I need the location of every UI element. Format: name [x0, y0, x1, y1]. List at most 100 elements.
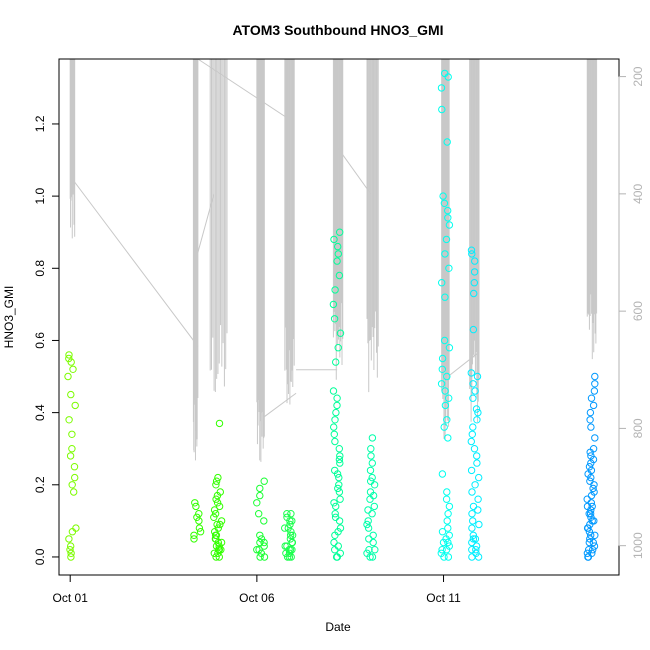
x-tick-label: Oct 06 — [239, 591, 275, 605]
data-point — [470, 268, 479, 276]
data-point — [473, 416, 481, 424]
y-tick-label: 1.0 — [33, 187, 47, 204]
data-point — [288, 538, 296, 547]
data-point — [72, 524, 80, 532]
data-point — [586, 477, 594, 485]
data-point — [368, 459, 376, 467]
pressure-transit-line — [264, 392, 297, 418]
data-point — [591, 372, 599, 381]
right-tick-label: 200 — [631, 66, 645, 86]
data-point — [281, 524, 289, 532]
data-point — [472, 405, 481, 413]
data-point — [253, 499, 261, 507]
data-point — [591, 531, 599, 539]
data-point — [367, 445, 375, 453]
data-point — [365, 546, 373, 554]
data-point — [438, 546, 446, 554]
data-point — [334, 528, 342, 536]
data-point — [444, 206, 452, 215]
data-point — [210, 506, 219, 514]
x-axis: Oct 01 Oct 06 Oct 11 — [53, 574, 461, 605]
data-point — [468, 546, 476, 554]
data-point — [210, 513, 218, 521]
data-point — [329, 387, 338, 395]
data-point — [69, 365, 77, 373]
data-point — [474, 495, 482, 503]
data-point — [437, 380, 446, 388]
data-point — [469, 380, 477, 388]
data-point — [475, 520, 483, 529]
data-point — [441, 387, 449, 395]
data-point — [257, 535, 266, 543]
data-point — [331, 513, 340, 521]
data-point — [443, 372, 451, 381]
data-point — [65, 416, 73, 424]
plot-area — [64, 58, 599, 561]
data-point — [215, 419, 224, 428]
data-point — [335, 481, 343, 489]
right-tick-label: 800 — [631, 418, 645, 438]
data-point — [439, 538, 448, 547]
right-tick-label: 600 — [631, 301, 645, 321]
data-point — [285, 549, 294, 557]
data-point — [68, 481, 76, 489]
data-point — [470, 445, 479, 453]
data-point — [474, 553, 483, 561]
data-point — [467, 246, 476, 254]
data-point — [590, 481, 598, 489]
data-point — [334, 542, 342, 550]
data-point — [287, 510, 295, 518]
data-point — [212, 553, 220, 561]
data-point — [445, 531, 453, 539]
data-point — [195, 524, 204, 532]
data-point — [471, 481, 479, 489]
data-point — [470, 279, 478, 287]
data-point — [366, 466, 375, 475]
data-point — [331, 416, 339, 424]
data-point — [216, 520, 224, 529]
right-axis: 200 400 600 800 1000 — [618, 66, 645, 559]
pressure-transit-line — [197, 193, 215, 253]
data-point — [437, 84, 446, 92]
data-point — [468, 488, 476, 496]
data-point — [469, 423, 477, 431]
data-point — [441, 401, 450, 410]
data-point — [330, 235, 338, 244]
data-point — [469, 394, 477, 402]
x-tick-label: Oct 01 — [53, 591, 89, 605]
data-point — [330, 538, 338, 547]
data-point — [364, 506, 372, 514]
data-point — [256, 553, 264, 561]
data-point — [212, 495, 220, 503]
data-point — [442, 235, 451, 244]
data-point — [335, 473, 343, 482]
data-point — [440, 199, 449, 208]
data-point — [590, 542, 599, 550]
data-point — [260, 477, 268, 485]
data-point — [334, 250, 342, 258]
data-point — [590, 488, 598, 496]
data-point — [334, 484, 342, 493]
y-tick-label: 0.2 — [33, 476, 47, 493]
data-point — [441, 250, 449, 258]
data-point — [260, 553, 269, 561]
y-tick-label: 0.4 — [33, 404, 47, 421]
data-point — [330, 315, 339, 323]
data-point — [333, 401, 341, 410]
data-point — [330, 499, 338, 507]
data-point — [71, 401, 79, 410]
data-point — [587, 423, 595, 431]
data-point — [336, 549, 344, 557]
data-point — [473, 459, 481, 467]
y-tick-label: 0.8 — [33, 260, 47, 277]
data-point — [214, 473, 222, 482]
data-point — [469, 502, 478, 511]
data-point — [67, 390, 75, 399]
data-point — [590, 517, 598, 525]
data-point — [438, 105, 446, 114]
y-axis: 0.0 0.2 0.4 0.6 0.8 1.0 1.2 — [33, 115, 60, 565]
data-point — [471, 257, 479, 265]
data-point — [467, 369, 475, 377]
data-point — [332, 358, 340, 366]
